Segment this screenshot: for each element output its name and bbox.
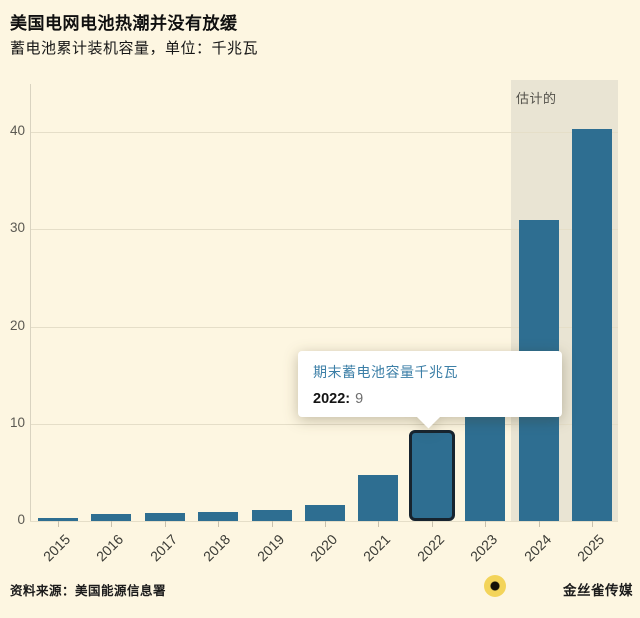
y-tick-label-40: 40 bbox=[9, 123, 25, 138]
x-tick-2016 bbox=[111, 521, 113, 527]
tooltip-box: 期末蓄电池容量千兆瓦 2022: 9 bbox=[298, 351, 562, 417]
gridline-40 bbox=[30, 132, 618, 133]
x-tick-2023 bbox=[485, 521, 487, 527]
page-subtitle: 蓄电池累计装机容量，单位：千兆瓦 bbox=[10, 40, 259, 57]
page-title: 美国电网电池热潮并没有放缓 bbox=[10, 14, 238, 33]
x-tick-label-2023: 2023 bbox=[467, 531, 501, 565]
estimate-label: 估计的 bbox=[516, 91, 557, 106]
x-tick-label-2019: 2019 bbox=[253, 531, 287, 565]
x-tick-label-2020: 2020 bbox=[306, 531, 341, 565]
bar-2025[interactable] bbox=[572, 129, 612, 521]
tooltip-year-label: 2022: bbox=[313, 391, 351, 407]
y-tick-label-30: 30 bbox=[9, 220, 25, 236]
x-tick-label-2017: 2017 bbox=[146, 531, 181, 565]
bar-2021[interactable] bbox=[358, 475, 399, 521]
tooltip-value: 9 bbox=[355, 391, 364, 407]
x-tick-label-2021: 2021 bbox=[360, 531, 394, 565]
tooltip-value-row: 2022: 9 bbox=[313, 391, 363, 407]
x-tick-label-2016: 2016 bbox=[93, 531, 127, 565]
y-tick-label-0: 0 bbox=[17, 512, 25, 527]
y-tick-label-20: 20 bbox=[9, 317, 25, 333]
x-tick-2017 bbox=[164, 521, 166, 527]
x-tick-label-2024: 2024 bbox=[520, 531, 554, 565]
gridline-0 bbox=[30, 521, 618, 522]
x-tick-2025 bbox=[592, 521, 593, 527]
bar-2022[interactable] bbox=[408, 430, 455, 521]
bar-2017[interactable] bbox=[144, 513, 185, 521]
bar-2018[interactable] bbox=[198, 512, 239, 521]
x-tick-2021 bbox=[378, 521, 380, 527]
canary-logo-icon bbox=[484, 575, 506, 597]
x-tick-2020 bbox=[325, 521, 326, 527]
gridline-10 bbox=[30, 423, 618, 425]
bar-2016[interactable] bbox=[91, 514, 132, 521]
gridline-30 bbox=[30, 229, 618, 231]
x-tick-2019 bbox=[271, 521, 273, 527]
brand-name: 金丝雀传媒 bbox=[563, 583, 633, 598]
x-tick-label-2018: 2018 bbox=[200, 531, 234, 565]
tooltip-title: 期末蓄电池容量千兆瓦 bbox=[313, 364, 458, 380]
bar-2015[interactable] bbox=[38, 518, 78, 521]
bar-2020[interactable] bbox=[305, 505, 345, 521]
x-tick-2022 bbox=[431, 521, 433, 527]
x-tick-2024 bbox=[538, 521, 540, 527]
x-tick-2018 bbox=[218, 521, 220, 527]
y-axis-line bbox=[30, 84, 31, 521]
x-tick-2015 bbox=[58, 521, 59, 527]
x-tick-label-2022: 2022 bbox=[413, 531, 448, 565]
bar-2019[interactable] bbox=[251, 510, 292, 521]
source-credit: 资料来源：美国能源信息署 bbox=[10, 584, 167, 598]
tooltip: 期末蓄电池容量千兆瓦 2022: 9 bbox=[298, 351, 562, 429]
gridline-20 bbox=[30, 326, 618, 328]
x-tick-label-2015: 2015 bbox=[39, 531, 74, 565]
x-tick-label-2025: 2025 bbox=[573, 531, 608, 565]
y-tick-label-10: 10 bbox=[9, 414, 25, 430]
